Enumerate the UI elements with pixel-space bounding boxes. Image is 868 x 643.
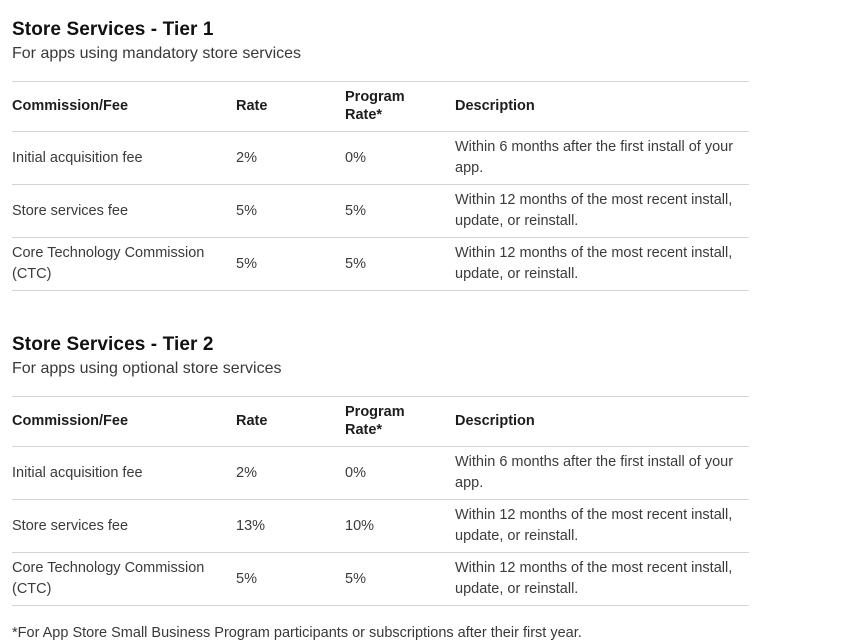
column-header-program-rate: Program Rate* <box>345 404 405 438</box>
table-header-row: Commission/Fee Rate Program Rate* Descri… <box>12 396 749 447</box>
program-rate-value: 0% <box>345 464 366 481</box>
program-rate-value: 5% <box>345 255 366 272</box>
column-header-commission-fee: Commission/Fee <box>12 413 129 429</box>
fee-description: Within 6 months after the first install … <box>455 454 734 491</box>
fee-name: Store services fee <box>12 202 129 219</box>
fee-table-tier-2: Commission/Fee Rate Program Rate* Descri… <box>12 396 749 606</box>
fee-name: Core Technology Commission (CTC) <box>12 245 205 282</box>
table-row: Store services fee 5% 5% Within 12 month… <box>12 185 749 238</box>
column-header-description: Description <box>455 413 535 429</box>
column-header-commission-fee: Commission/Fee <box>12 98 129 114</box>
fee-name: Initial acquisition fee <box>12 149 143 166</box>
rate-value: 13% <box>236 517 266 534</box>
section-title-tier-2: Store Services - Tier 2 <box>12 334 214 355</box>
table-row: Initial acquisition fee 2% 0% Within 6 m… <box>12 447 749 500</box>
section-store-services-tier-1: Store Services - Tier 1 For apps using m… <box>12 18 760 291</box>
table-row: Core Technology Commission (CTC) 5% 5% W… <box>12 553 749 606</box>
fee-name: Store services fee <box>12 517 129 534</box>
section-store-services-tier-2: Store Services - Tier 2 For apps using o… <box>12 333 760 606</box>
fee-name: Initial acquisition fee <box>12 464 143 481</box>
rate-value: 5% <box>236 570 257 587</box>
program-rate-footnote: *For App Store Small Business Program pa… <box>12 625 582 641</box>
table-header-row: Commission/Fee Rate Program Rate* Descri… <box>12 81 749 132</box>
column-header-program-rate: Program Rate* <box>345 89 405 123</box>
fee-schedule-page: Store Services - Tier 1 For apps using m… <box>12 18 760 641</box>
program-rate-value: 5% <box>345 570 366 587</box>
table-row: Store services fee 13% 10% Within 12 mon… <box>12 500 749 553</box>
rate-value: 2% <box>236 149 257 166</box>
column-header-rate: Rate <box>236 413 268 429</box>
column-header-rate: Rate <box>236 98 268 114</box>
fee-description: Within 12 months of the most recent inst… <box>455 507 733 544</box>
rate-value: 5% <box>236 202 257 219</box>
section-subtitle-tier-1: For apps using mandatory store services <box>12 45 302 62</box>
rate-value: 5% <box>236 255 257 272</box>
section-title-tier-1: Store Services - Tier 1 <box>12 19 214 40</box>
table-row: Core Technology Commission (CTC) 5% 5% W… <box>12 238 749 291</box>
program-rate-value: 10% <box>345 517 375 534</box>
program-rate-value: 0% <box>345 149 366 166</box>
fee-name: Core Technology Commission (CTC) <box>12 560 205 597</box>
fee-table-tier-1: Commission/Fee Rate Program Rate* Descri… <box>12 81 749 291</box>
fee-description: Within 6 months after the first install … <box>455 139 734 176</box>
column-header-description: Description <box>455 98 535 114</box>
rate-value: 2% <box>236 464 257 481</box>
fee-description: Within 12 months of the most recent inst… <box>455 192 733 229</box>
fee-description: Within 12 months of the most recent inst… <box>455 560 733 597</box>
section-subtitle-tier-2: For apps using optional store services <box>12 360 282 377</box>
table-row: Initial acquisition fee 2% 0% Within 6 m… <box>12 132 749 185</box>
fee-description: Within 12 months of the most recent inst… <box>455 245 733 282</box>
program-rate-value: 5% <box>345 202 366 219</box>
